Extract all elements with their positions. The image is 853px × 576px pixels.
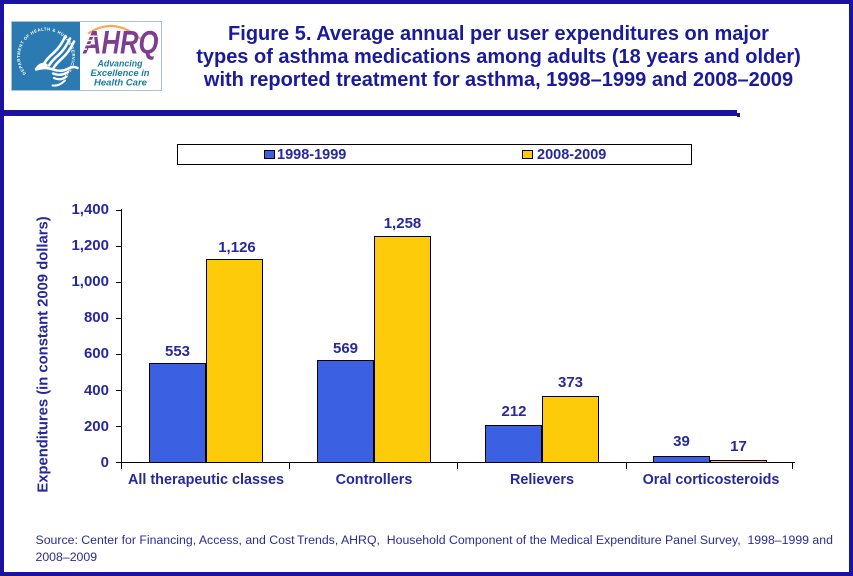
svg-text:Health Care: Health Care <box>94 78 148 89</box>
svg-text:Advancing: Advancing <box>97 59 143 70</box>
svg-text:Excellence in: Excellence in <box>91 68 150 79</box>
svg-text:AHRQ: AHRQ <box>82 26 159 61</box>
